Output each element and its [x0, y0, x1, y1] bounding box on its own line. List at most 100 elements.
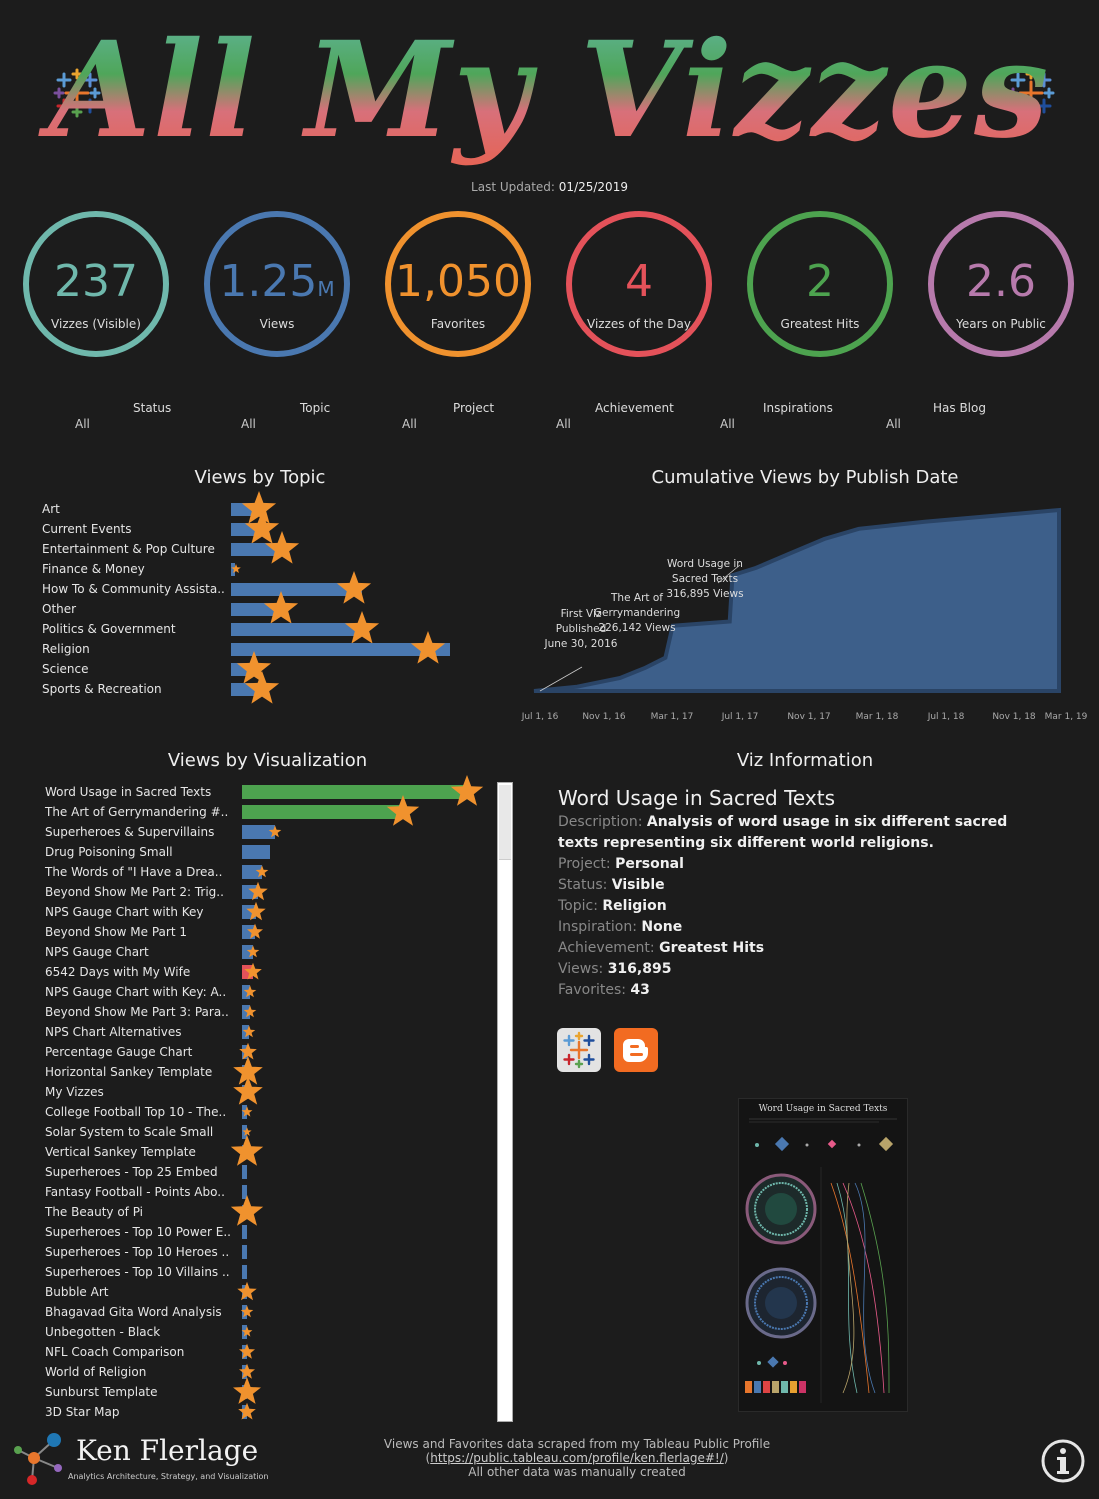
filter-dropdown-1[interactable]: All: [241, 417, 256, 431]
footer-line-1: Views and Favorites data scraped from my…: [383, 1437, 771, 1451]
cumulative-area[interactable]: [533, 507, 1061, 693]
viz-star: [243, 962, 262, 980]
x-tick-label: Nov 1, 17: [787, 712, 830, 722]
viz-label[interactable]: Horizontal Sankey Template: [45, 1065, 213, 1079]
topic-bar[interactable]: [231, 563, 235, 576]
x-tick-label: Jul 1, 18: [927, 712, 965, 722]
viz-label[interactable]: Bubble Art: [45, 1285, 109, 1299]
info-row-value: Personal: [615, 856, 684, 872]
viz-label[interactable]: Fantasy Football - Points Abo..: [45, 1185, 225, 1199]
topic-star: [245, 671, 280, 704]
viz-star: [230, 1195, 264, 1226]
last-updated: Last Updated: 01/25/2019: [0, 180, 1099, 194]
viz-label[interactable]: The Art of Gerrymandering #..: [45, 805, 229, 819]
viz-bar[interactable]: [242, 945, 254, 959]
viz-bar[interactable]: [242, 845, 270, 859]
viz-bar[interactable]: [242, 1265, 247, 1279]
filter-dropdown-2[interactable]: All: [402, 417, 417, 431]
kpi-label-0: Vizzes (Visible): [51, 317, 141, 331]
viz-star: [237, 1281, 257, 1301]
topic-star: [344, 611, 379, 644]
filter-dropdown-5[interactable]: All: [886, 417, 901, 431]
viz-label[interactable]: Percentage Gauge Chart: [45, 1045, 193, 1059]
kpi-circle-1: 1.25M Views: [204, 211, 350, 357]
kpi-number-5: 2.6: [966, 256, 1036, 307]
info-row-value: Analysis of word usage in six different …: [558, 814, 1008, 851]
viz-label[interactable]: Superheroes - Top 10 Power E..: [45, 1225, 231, 1239]
filter-dropdown-4[interactable]: All: [720, 417, 735, 431]
viz-thumbnail[interactable]: Word Usage in Sacred Texts: [738, 1098, 908, 1412]
viz-label[interactable]: College Football Top 10 - The..: [45, 1105, 227, 1119]
viz-label[interactable]: NPS Gauge Chart: [45, 945, 149, 959]
filter-label-0: Status: [133, 401, 172, 415]
info-row: Inspiration: None: [558, 917, 1028, 938]
viz-star: [230, 1135, 264, 1166]
viz-label[interactable]: NPS Chart Alternatives: [45, 1025, 182, 1039]
viz-label[interactable]: NPS Gauge Chart with Key: [45, 905, 204, 919]
viz-label[interactable]: The Words of "I Have a Drea..: [45, 865, 223, 879]
annotation-leader: [717, 564, 741, 584]
blog-button[interactable]: [614, 1028, 658, 1072]
annotation-line: 226,142 Views: [598, 622, 675, 634]
viz-bar[interactable]: [242, 1245, 247, 1259]
viz-bar[interactable]: [242, 1005, 250, 1019]
viz-label[interactable]: Beyond Show Me Part 3: Para..: [45, 1005, 229, 1019]
topic-bar[interactable]: [231, 583, 362, 596]
filter-dropdown-0[interactable]: All: [75, 417, 90, 431]
viz-label[interactable]: Solar System to Scale Small: [45, 1125, 214, 1139]
topic-label: Art: [42, 502, 60, 516]
info-button[interactable]: [1040, 1438, 1086, 1484]
tableau-logo-icon-right: [1006, 68, 1056, 118]
viz-label[interactable]: Word Usage in Sacred Texts: [45, 785, 212, 799]
viz-bar[interactable]: [242, 1225, 247, 1239]
viz-label[interactable]: Superheroes & Supervillains: [45, 825, 215, 839]
filter-dropdown-3[interactable]: All: [556, 417, 571, 431]
viz-label[interactable]: NPS Gauge Chart with Key: A..: [45, 985, 227, 999]
viz-bar[interactable]: [242, 785, 467, 799]
viz-bar[interactable]: [242, 825, 276, 839]
viz-star: [242, 1127, 252, 1136]
viz-label[interactable]: The Beauty of Pi: [45, 1205, 144, 1219]
viz-list-scroll-thumb[interactable]: [499, 785, 511, 860]
viz-bar[interactable]: [242, 985, 250, 999]
viz-label[interactable]: My Vizzes: [45, 1085, 104, 1099]
footer-line-2: (https://public.tableau.com/profile/ken.…: [330, 1451, 824, 1465]
info-title: Viz Information: [736, 750, 874, 771]
topic-star: [236, 651, 272, 684]
viz-label[interactable]: 3D Star Map: [45, 1405, 120, 1419]
kpi-value-1: 1.25M: [210, 257, 344, 314]
viz-label[interactable]: Vertical Sankey Template: [45, 1145, 196, 1159]
viz-bar[interactable]: [242, 1165, 247, 1179]
topic-star: [337, 571, 372, 604]
viz-label[interactable]: Superheroes - Top 10 Heroes ..: [45, 1245, 230, 1259]
viz-label[interactable]: NFL Coach Comparison: [45, 1345, 185, 1359]
viz-label[interactable]: Drug Poisoning Small: [45, 845, 173, 859]
annotation-line: June 30, 2016: [544, 638, 618, 650]
info-row-label: Project:: [558, 856, 616, 872]
viz-star: [241, 1106, 253, 1117]
viz-label[interactable]: Unbegotten - Black: [45, 1325, 161, 1339]
viz-label[interactable]: Superheroes - Top 25 Embed: [45, 1165, 218, 1179]
viz-bar[interactable]: [242, 965, 253, 979]
viz-bar[interactable]: [242, 1185, 247, 1199]
viz-label[interactable]: Beyond Show Me Part 2: Trig..: [45, 885, 224, 899]
viz-label[interactable]: Sunburst Template: [45, 1385, 158, 1399]
viz-label[interactable]: Superheroes - Top 10 Villains ..: [45, 1265, 230, 1279]
viz-star: [239, 1042, 258, 1060]
topic-bar[interactable]: [231, 623, 368, 636]
viz-label[interactable]: World of Religion: [45, 1365, 147, 1379]
viz-label[interactable]: Bhagavad Gita Word Analysis: [45, 1305, 222, 1319]
kpi-circle-0: 237 Vizzes (Visible): [23, 211, 169, 357]
topic-bar[interactable]: [231, 643, 450, 656]
viz-star: [238, 1402, 256, 1420]
viz-bar[interactable]: [242, 865, 262, 879]
topic-label: Science: [42, 662, 89, 676]
profile-link[interactable]: https://public.tableau.com/profile/ken.f…: [430, 1451, 724, 1465]
viz-label[interactable]: 6542 Days with My Wife: [45, 965, 191, 979]
viz-bar[interactable]: [242, 805, 403, 819]
info-row: Views: 316,895: [558, 959, 1028, 980]
viz-list-scrollbar[interactable]: [497, 782, 513, 1422]
viz-label[interactable]: Beyond Show Me Part 1: [45, 925, 187, 939]
info-row-value: None: [641, 919, 683, 935]
tableau-public-button[interactable]: [557, 1028, 601, 1072]
